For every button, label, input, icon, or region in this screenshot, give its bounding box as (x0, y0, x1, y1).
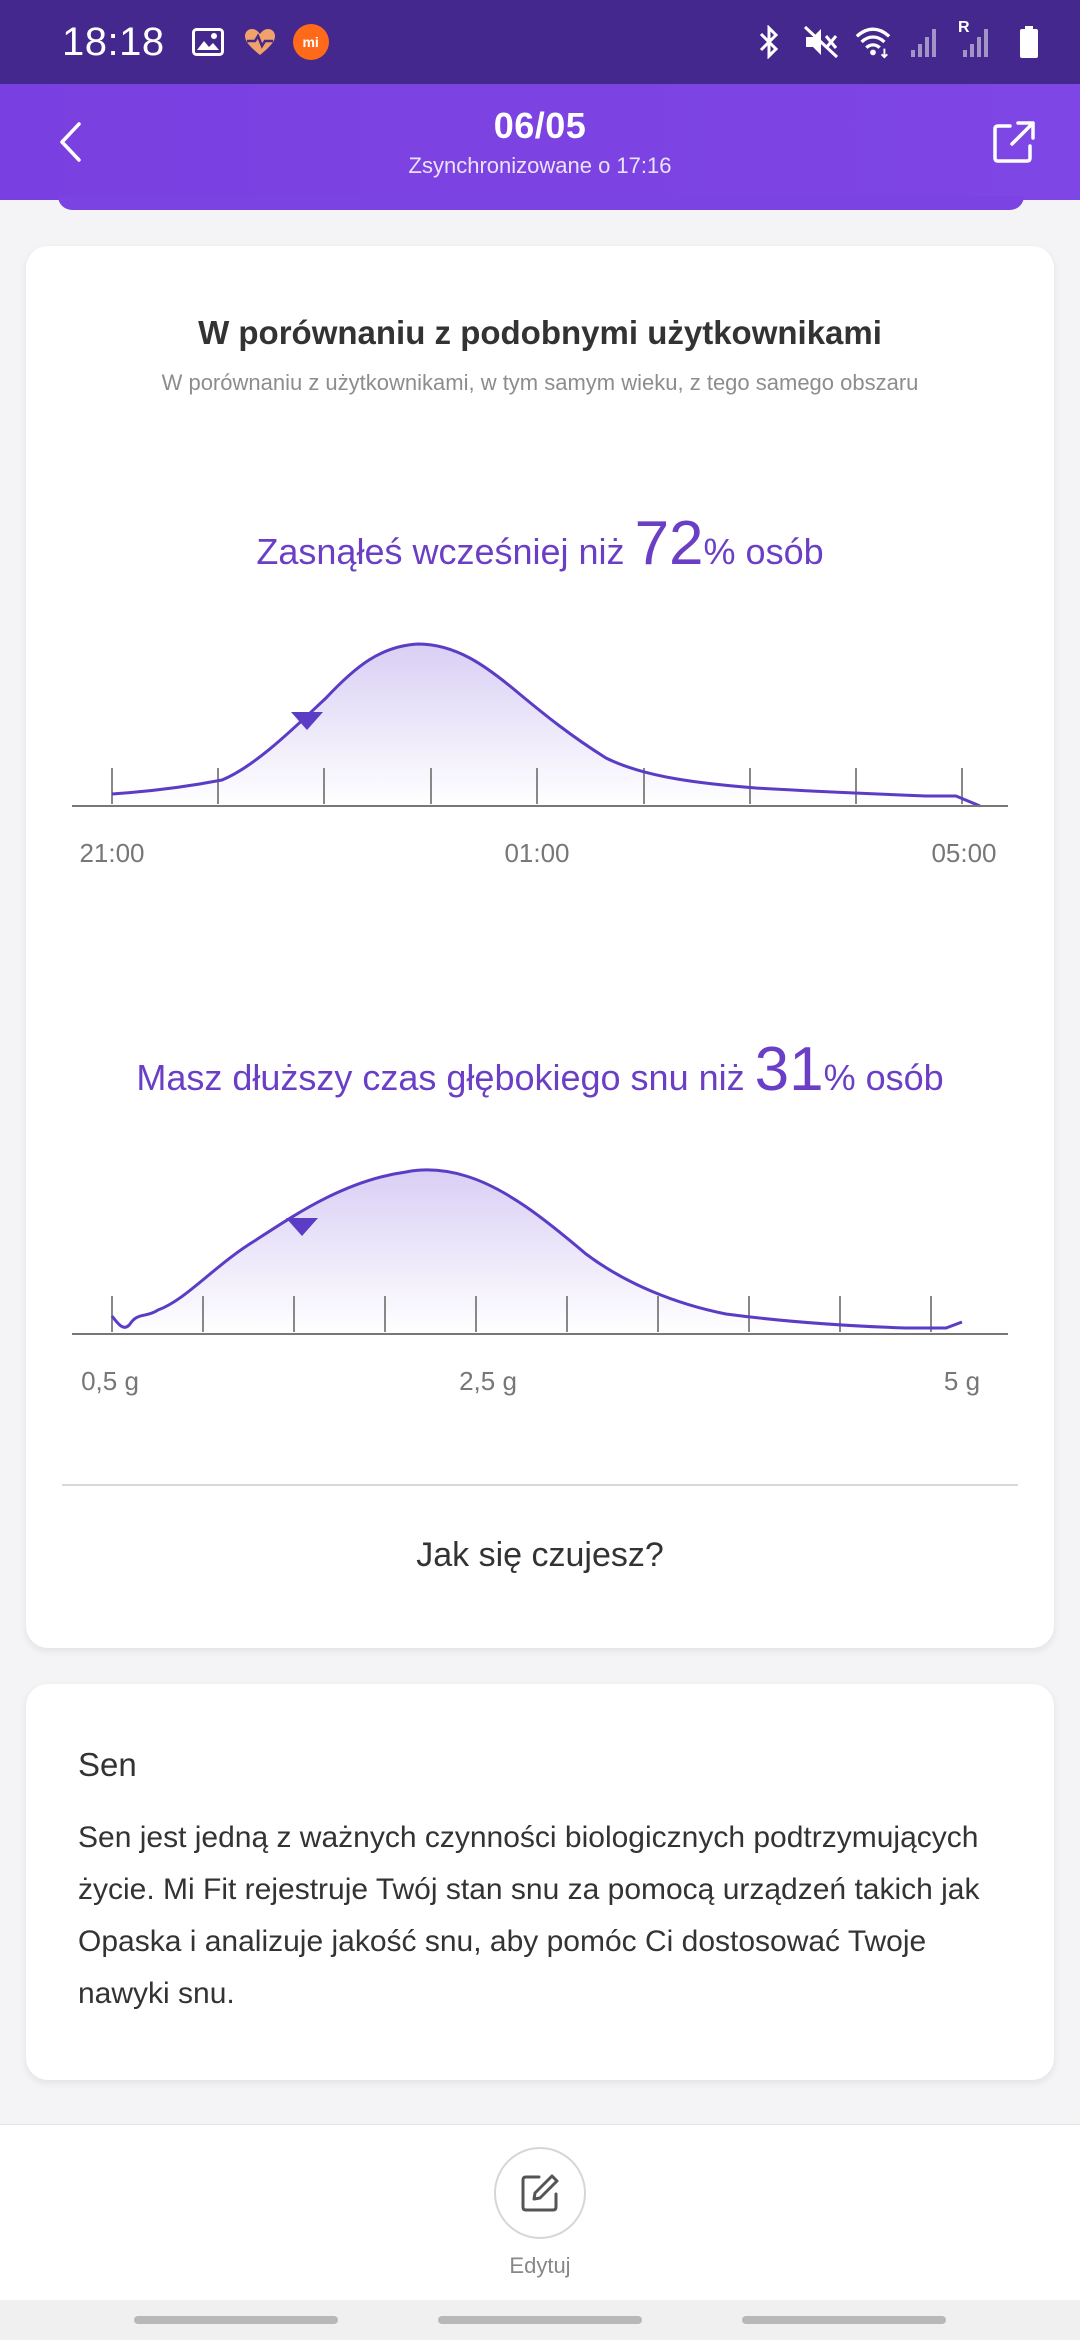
distribution-curve (111, 642, 981, 808)
bottom-action-bar: Edytuj (0, 2124, 1080, 2300)
wifi-icon (854, 23, 892, 61)
system-nav-bar (0, 2300, 1080, 2340)
sleep-onset-prefix: Zasnąłeś wcześniej niż (256, 531, 635, 572)
deep-sleep-stat: Masz dłuższy czas głębokiego snu niż 31%… (26, 1034, 1054, 1105)
app-header: 06/05 Zsynchronizowane o 17:16 (0, 84, 1080, 200)
edit-button[interactable] (494, 2147, 586, 2239)
user-position-marker-icon (286, 1218, 318, 1236)
distribution-area (112, 1169, 962, 1334)
header-titles: 06/05 Zsynchronizowane o 17:16 (409, 105, 672, 179)
axis-ticks (111, 1296, 932, 1332)
signal-roaming-icon: R (958, 19, 996, 61)
sleep-info-card: Sen Sen jest jedną z ważnych czynności b… (26, 1684, 1054, 2080)
deep-sleep-suffix: % osób (823, 1057, 944, 1098)
share-export-icon (993, 121, 1035, 163)
share-button[interactable] (986, 114, 1042, 170)
tick-label: 0,5 g (81, 1366, 139, 1396)
distribution-curve (110, 1168, 963, 1330)
tick-label: 21:00 (79, 838, 144, 868)
nav-back-button[interactable] (742, 2316, 946, 2324)
how-do-you-feel-button[interactable]: Jak się czujesz? (416, 1535, 664, 1574)
status-time: 18:18 (62, 19, 165, 64)
mi-app-icon: mi (292, 24, 329, 60)
bluetooth-icon (750, 23, 788, 61)
back-button[interactable] (50, 116, 90, 168)
heart-health-icon (241, 23, 279, 61)
user-position-marker-icon (291, 712, 323, 730)
deep-sleep-prefix: Masz dłuższy czas głębokiego snu niż (136, 1057, 755, 1098)
deep-sleep-percent: 31 (754, 1035, 824, 1104)
divider (62, 1484, 1018, 1486)
battery-icon (1010, 23, 1048, 61)
previous-card-edge (58, 196, 1024, 210)
status-system-icons: R (750, 19, 1048, 61)
sync-status: Zsynchronizowane o 17:16 (408, 153, 672, 178)
comparison-title: W porównaniu z podobnymi użytkownikami (198, 314, 882, 351)
chevron-left-icon (60, 122, 81, 162)
edit-label: Edytuj (509, 2253, 571, 2278)
signal-icon (906, 23, 944, 61)
status-bar: 18:18 mi R (0, 0, 1080, 84)
page-title: 06/05 (493, 105, 587, 146)
status-notification-icons: mi (189, 23, 329, 61)
edit-note-icon (521, 2174, 559, 2212)
tick-label: 5 g (944, 1366, 980, 1396)
nav-home-button[interactable] (438, 2316, 642, 2324)
sleep-onset-percent: 72 (634, 509, 704, 578)
sleep-onset-distribution-chart: 21:00 01:00 05:00 (72, 642, 1008, 868)
comparison-card: W porównaniu z podobnymi użytkownikami W… (26, 246, 1054, 1648)
distribution-area (112, 644, 970, 806)
roaming-label: R (958, 19, 970, 36)
sleep-onset-stat: Zasnąłeś wcześniej niż 72% osób (26, 508, 1054, 579)
deep-sleep-distribution-chart: 0,5 g 2,5 g 5 g (72, 1168, 1008, 1396)
image-icon (189, 23, 227, 61)
sleep-info-text: Sen jest jedną z ważnych czynności biolo… (78, 1821, 980, 2010)
tick-label: 01:00 (504, 838, 569, 868)
tick-label: 05:00 (931, 838, 996, 868)
tick-label: 2,5 g (459, 1366, 517, 1396)
mute-vibrate-icon (802, 23, 840, 61)
axis-ticks (111, 768, 963, 804)
sleep-onset-suffix: % osób (703, 531, 824, 572)
sleep-info-title: Sen (78, 1746, 137, 1783)
comparison-subtitle: W porównaniu z użytkownikami, w tym samy… (161, 370, 919, 395)
nav-recent-button[interactable] (134, 2316, 338, 2324)
